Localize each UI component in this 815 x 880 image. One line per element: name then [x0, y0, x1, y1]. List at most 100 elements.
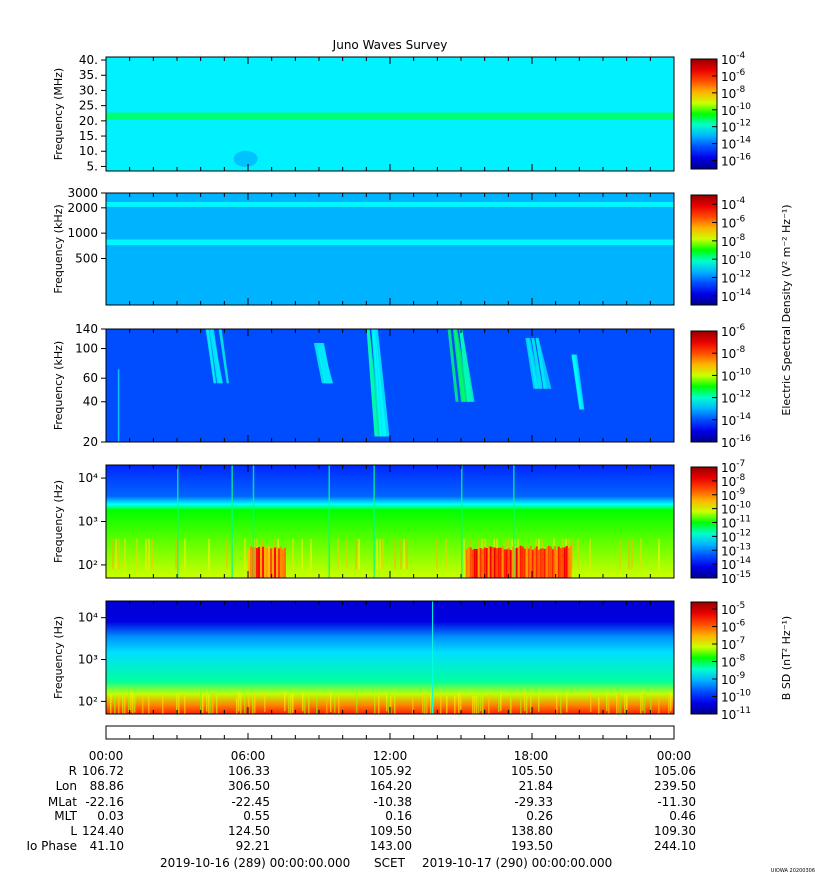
- ephemeris-value: 21.84: [519, 779, 553, 793]
- ephemeris-value: 143.00: [370, 839, 412, 853]
- panel-hfr-high: 40.35.30. 25.20.15.10.5. Frequency (MHz) 10…: [52, 51, 751, 173]
- colorbar-tick-label: 10-5: [721, 601, 745, 617]
- ephemeris-value: 41.10: [90, 839, 124, 853]
- y-tick-label: 2000: [67, 201, 98, 215]
- colorbar-tick-label: 10-14: [721, 136, 751, 152]
- colorbar-tick-label: 10-14: [721, 288, 751, 304]
- y-tick-label: 10²: [78, 694, 98, 708]
- ephemeris-value: 106.33: [228, 764, 270, 778]
- ephemeris-value: 193.50: [511, 839, 553, 853]
- y-tick-label: 15.: [79, 129, 98, 143]
- colorbar-tick-label: 10-8: [721, 345, 746, 361]
- y-axis-label: Frequency (MHz): [52, 68, 65, 160]
- colorbar-tick-label: 10-12: [721, 270, 751, 286]
- ephemeris-value: 0.16: [385, 809, 412, 823]
- spectrogram-lfr-high: [106, 329, 674, 442]
- y-tick-label: 10²: [78, 558, 98, 572]
- ephemeris-value: 0.26: [526, 809, 553, 823]
- y-tick-label: 10³: [78, 653, 98, 667]
- colorbar-lfr-low: 10-710-810-910-1010-1110-1210-1310-1410-…: [690, 459, 751, 586]
- y-tick-label: 30.: [79, 83, 98, 97]
- ephemeris-value: 106.72: [82, 764, 124, 778]
- colorbar-tick-label: 10-9: [721, 671, 746, 687]
- colorbar-tick-label: 10-6: [721, 323, 746, 339]
- colorbar-tick-label: 10-6: [721, 619, 746, 635]
- ephemeris-value: -22.16: [85, 795, 124, 809]
- spectrogram-hfr-low: [106, 193, 674, 305]
- y-tick-label: 10.: [79, 144, 98, 158]
- ephemeris-value: 244.10: [654, 839, 696, 853]
- ephemeris-value: 92.21: [236, 839, 270, 853]
- y-tick-label: 500: [75, 251, 98, 265]
- colorbar-tick-label: 10-10: [721, 367, 751, 383]
- colorbar-tick-label: 10-15: [721, 570, 751, 586]
- colorbar-tick-label: 10-4: [721, 196, 746, 212]
- spectrogram-bsd: [106, 601, 674, 714]
- y-tick-label: 1000: [67, 226, 98, 240]
- ephemeris-value: 105.50: [511, 764, 553, 778]
- y-tick-label: 40.: [79, 53, 98, 67]
- shared-colorbar-label: Electric Spectral Density (V² m⁻² Hz⁻¹): [780, 204, 793, 415]
- y-tick-label: 3000: [67, 186, 98, 200]
- panel-lfr-high: 140 100 60 40 20 Frequency (kHz) 10-6 10-8 10-10…: [52, 322, 751, 450]
- colorbar-tick-label: 10-11: [721, 706, 751, 722]
- colorbar-tick-label: 10-12: [721, 390, 751, 406]
- footer-end-time: 2019-10-17 (290) 00:00:00.000: [422, 856, 612, 870]
- colorbar-tick-label: 10-8: [721, 85, 746, 101]
- colorbar-hfr-low: 10-4 10-6 10-8 10-10 10-12 10-14: [690, 194, 751, 306]
- ephemeris-value: 88.86: [90, 779, 124, 793]
- colorbar-tick-label: 10-4: [721, 51, 746, 67]
- ephemeris-value: 164.20: [370, 779, 412, 793]
- colorbar-tick-label: 10-8: [721, 233, 746, 249]
- ephemeris-table: 00:00 06:00 12:00 18:00 00:00 R 106.72 106.33 10…: [26, 749, 696, 853]
- colorbar-tick-label: 10-6: [721, 215, 746, 231]
- panel-lfr-low: 10⁴ 10³ 10² Frequency (Hz) 10-710-810-910-10…: [52, 459, 751, 586]
- colorbar-tick-label: 10-8: [721, 654, 746, 670]
- spectrogram-lfr-low: [106, 465, 674, 578]
- ephemeris-row-label: MLT: [54, 809, 77, 823]
- colorbar-tick-label: 10-10: [721, 102, 751, 118]
- y-tick-label: 10⁴: [78, 611, 98, 625]
- ephemeris-row-label: Lon: [56, 779, 77, 793]
- ephemeris-value: 0.46: [669, 809, 696, 823]
- y-axis-label: Frequency (Hz): [52, 616, 65, 699]
- colorbar-tick-label: 10-7: [721, 636, 745, 652]
- colorbar-tick-label: 10-10: [721, 689, 751, 705]
- footer-stamp: UIOWA 20200306: [771, 868, 815, 874]
- ephemeris-value: -22.45: [231, 795, 270, 809]
- time-axis: [105, 725, 675, 740]
- y-tick-label: 5.: [87, 159, 98, 173]
- y-tick-label: 140: [75, 322, 98, 336]
- y-tick-label: 20.: [79, 114, 98, 128]
- time-tick-label: 06:00: [231, 749, 266, 763]
- time-tick-label: 18:00: [514, 749, 549, 763]
- y-tick-label: 10³: [78, 515, 98, 529]
- colorbar-tick-label: 10-12: [721, 119, 751, 135]
- ephemeris-row-label: Io Phase: [26, 839, 77, 853]
- colorbar-lfr-high: 10-6 10-8 10-10 10-12 10-14 10-16: [690, 323, 751, 450]
- figure-title: Juno Waves Survey: [332, 38, 448, 52]
- footer-start-time: 2019-10-16 (289) 00:00:00.000: [160, 856, 350, 870]
- y-tick-label: 20: [83, 435, 98, 449]
- y-tick-label: 35.: [79, 68, 98, 82]
- ephemeris-value: 124.50: [228, 824, 270, 838]
- colorbar-tick-label: 10-16: [721, 153, 751, 169]
- ephemeris-value: 0.55: [243, 809, 270, 823]
- spectrogram-hfr-high: [106, 57, 674, 171]
- ephemeris-value: 109.50: [370, 824, 412, 838]
- ephemeris-value: 109.30: [654, 824, 696, 838]
- colorbar-tick-label: 10-16: [721, 434, 751, 450]
- ephemeris-value: 105.06: [654, 764, 696, 778]
- spectrogram-panels: 40.35.30. 25.20.15.10.5. Frequency (MHz) 10…: [52, 51, 793, 740]
- colorbar-label: B SD (nT² Hz⁻¹): [780, 616, 793, 700]
- ephemeris-value: 105.92: [370, 764, 412, 778]
- ephemeris-value: 0.03: [97, 809, 124, 823]
- ephemeris-row-label: R: [69, 764, 77, 778]
- y-tick-label: 60: [83, 371, 98, 385]
- ephemeris-value: 306.50: [228, 779, 270, 793]
- colorbar-tick-label: 10-14: [721, 412, 751, 428]
